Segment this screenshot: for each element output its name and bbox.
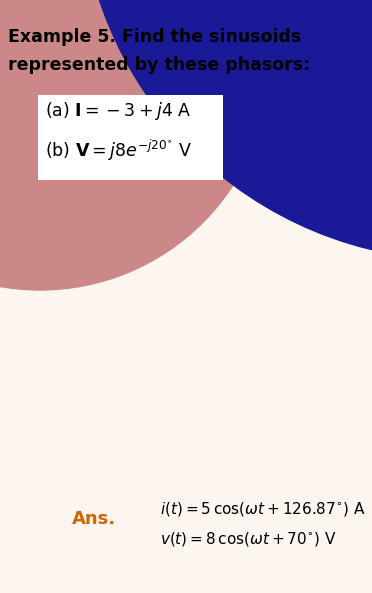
Text: (a) $\mathbf{I} = -3 + j4$ A: (a) $\mathbf{I} = -3 + j4$ A (45, 100, 191, 122)
Text: (b) $\mathbf{V} = j8e^{-j20^{\circ}}$ V: (b) $\mathbf{V} = j8e^{-j20^{\circ}}$ V (45, 138, 192, 163)
Circle shape (0, 0, 270, 290)
Text: represented by these phasors:: represented by these phasors: (8, 56, 310, 74)
Text: $i(t) = 5\,\cos(\omega t + 126.87^{\circ})$ A: $i(t) = 5\,\cos(\omega t + 126.87^{\circ… (160, 500, 365, 518)
Text: Ans.: Ans. (72, 510, 116, 528)
Circle shape (80, 0, 372, 260)
Text: Example 5. Find the sinusoids: Example 5. Find the sinusoids (8, 28, 301, 46)
FancyBboxPatch shape (38, 95, 223, 180)
Text: $v(t) = 8\,\cos(\omega t + 70^{\circ})$ V: $v(t) = 8\,\cos(\omega t + 70^{\circ})$ … (160, 530, 337, 548)
